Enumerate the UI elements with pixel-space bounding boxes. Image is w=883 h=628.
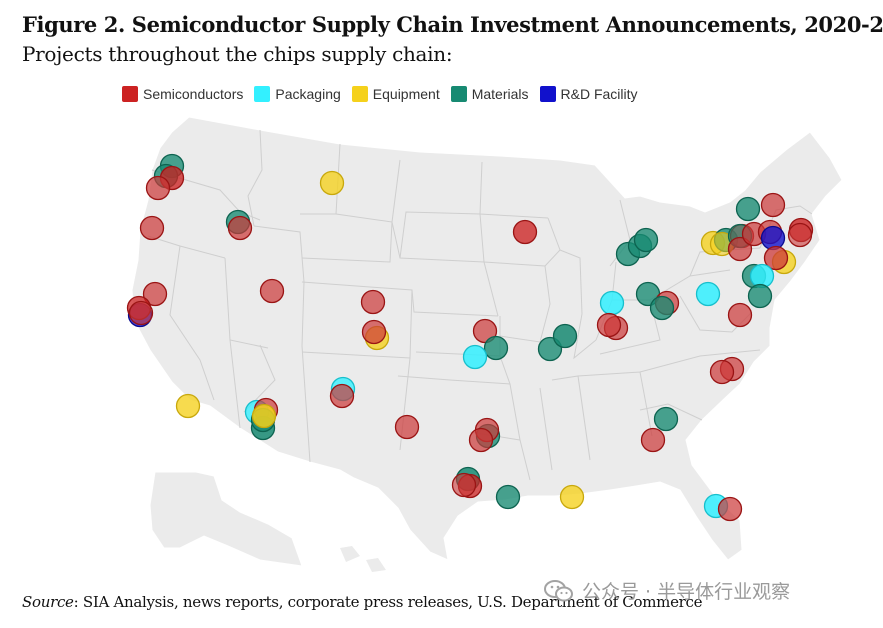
marker-semiconductors — [727, 302, 753, 328]
state-border — [599, 299, 661, 355]
marker-semiconductors — [760, 192, 786, 218]
legend-label-materials: Materials — [471, 86, 529, 102]
watermark: 公众号 · 半导体行业观察 — [544, 577, 790, 604]
marker-semiconductors — [451, 472, 477, 498]
marker-semiconductors — [596, 312, 622, 338]
legend-rnd-facility: R&D Facility — [539, 86, 638, 102]
legend-swatch-rnd-facility — [539, 86, 556, 102]
state-border — [151, 169, 261, 221]
hawaii-islands — [340, 546, 386, 572]
marker-rnd-facility — [760, 225, 786, 251]
marker-materials — [633, 227, 659, 253]
legend-label-semiconductors: Semiconductors — [143, 86, 244, 102]
source-label: Source — [22, 593, 74, 611]
marker-semiconductors — [128, 300, 154, 326]
figure-title: Figure 2. Semiconductor Supply Chain Inv… — [22, 12, 883, 37]
marker-semiconductors — [360, 289, 386, 315]
marker-equipment — [319, 170, 345, 196]
state-border — [301, 345, 311, 463]
state-border — [479, 161, 549, 219]
state-border — [301, 213, 393, 263]
state-border — [639, 349, 761, 373]
marker-semiconductors — [361, 319, 387, 345]
marker-materials — [653, 406, 679, 432]
marker-materials — [495, 484, 521, 510]
marker-equipment — [559, 484, 585, 510]
figure-subtitle: Projects throughout the chips supply cha… — [22, 42, 453, 66]
marker-semiconductors — [472, 318, 498, 344]
marker-semiconductors — [394, 414, 420, 440]
marker-equipment — [175, 393, 201, 419]
legend-semiconductors: Semiconductors — [122, 86, 243, 102]
marker-semiconductors — [763, 245, 789, 271]
state-border — [301, 281, 413, 359]
marker-materials — [735, 196, 761, 222]
marker-materials — [649, 295, 675, 321]
state-border — [169, 245, 215, 401]
legend-swatch-packaging — [254, 86, 271, 102]
marker-semiconductors — [329, 383, 355, 409]
state-border — [411, 289, 499, 317]
marker-semiconductors — [787, 222, 813, 248]
marker-semiconductors — [227, 215, 253, 241]
map-legend: Semiconductors Packaging Equipment Mater… — [122, 86, 649, 102]
state-border — [253, 225, 305, 347]
marker-semiconductors — [640, 427, 666, 453]
legend-swatch-materials — [450, 86, 467, 102]
state-borders — [147, 129, 813, 481]
legend-label-rnd-facility: R&D Facility — [560, 86, 638, 102]
marker-semiconductors — [512, 219, 538, 245]
source-text: : SIA Analysis, news reports, corporate … — [73, 593, 703, 611]
legend-label-equipment: Equipment — [372, 86, 440, 102]
marker-semiconductors — [468, 427, 494, 453]
legend-label-packaging: Packaging — [275, 86, 341, 102]
marker-packaging — [599, 290, 625, 316]
marker-semiconductors — [709, 359, 735, 385]
marker-semiconductors — [259, 278, 285, 304]
source-note: Source: SIA Analysis, news reports, corp… — [22, 593, 703, 611]
state-border — [229, 339, 241, 429]
state-border — [559, 249, 597, 360]
state-border — [247, 129, 263, 227]
legend-swatch-equipment — [351, 86, 368, 102]
marker-semiconductors — [717, 496, 743, 522]
marker-semiconductors — [142, 281, 168, 307]
marker-equipment — [251, 403, 277, 429]
legend-equipment: Equipment — [351, 86, 440, 102]
investment-markers — [126, 153, 814, 522]
state-border — [639, 403, 703, 421]
marker-semiconductors — [139, 215, 165, 241]
wechat-icon — [544, 579, 573, 601]
marker-semiconductors — [145, 175, 171, 201]
marker-materials — [747, 283, 773, 309]
marker-materials — [552, 323, 578, 349]
marker-packaging — [695, 281, 721, 307]
marker-semiconductors — [727, 236, 753, 262]
marker-materials — [483, 335, 509, 361]
legend-swatch-semiconductors — [122, 86, 138, 102]
legend-packaging: Packaging — [254, 86, 341, 102]
state-border — [397, 375, 511, 385]
watermark-text: 公众号 · 半导体行业观察 — [582, 581, 791, 603]
legend-materials: Materials — [450, 86, 529, 102]
marker-packaging — [462, 344, 488, 370]
alaska-landmass — [149, 471, 303, 567]
state-border — [483, 261, 551, 343]
